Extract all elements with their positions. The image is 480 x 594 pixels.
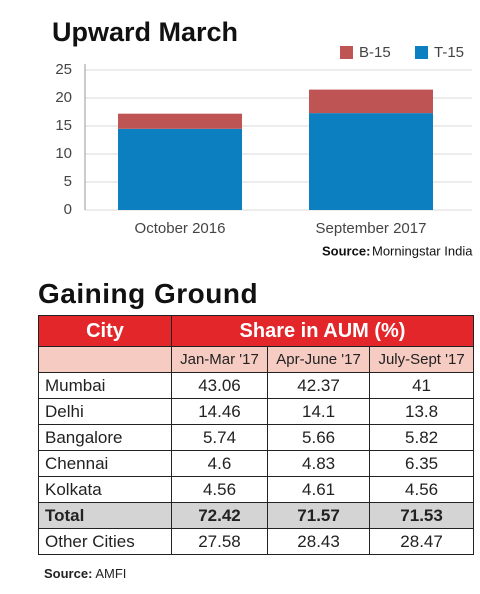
y-tick-label: 10 xyxy=(55,145,72,162)
table-cell: Total xyxy=(38,502,172,529)
subheader-cell xyxy=(38,346,172,373)
x-tick-label: September 2017 xyxy=(316,220,427,237)
table-cell: 43.06 xyxy=(171,372,268,399)
bar-segment xyxy=(309,89,433,114)
table-cell: 14.46 xyxy=(171,398,268,425)
subheader-cell: Apr-June '17 xyxy=(266,346,371,373)
table-row: Bangalore 5.74 5.66 5.82 xyxy=(38,424,474,451)
table-cell: 14.1 xyxy=(266,398,371,425)
header-cell: Share in AUM (%) xyxy=(171,315,474,347)
table-cell: 13.8 xyxy=(369,398,474,425)
table-cell: 6.35 xyxy=(369,450,474,477)
bar-segment xyxy=(309,113,433,210)
table-cell: Chennai xyxy=(38,450,172,477)
table-row: Delhi 14.46 14.1 13.8 xyxy=(38,398,474,425)
table-cell: Kolkata xyxy=(38,476,172,503)
legend-swatch xyxy=(415,46,428,59)
y-tick-label: 0 xyxy=(64,201,72,218)
table-cell: 72.42 xyxy=(171,502,268,529)
table-cell: 4.56 xyxy=(369,476,474,503)
table-row: Chennai 4.6 4.83 6.35 xyxy=(38,450,474,477)
y-tick-label: 20 xyxy=(55,89,72,106)
source-text: AMFI xyxy=(95,566,127,581)
x-tick-label: October 2016 xyxy=(135,220,226,237)
table-cell: 27.58 xyxy=(171,528,268,555)
table-cell: 71.53 xyxy=(369,502,474,529)
table-row: Total 72.42 71.57 71.53 xyxy=(38,502,474,529)
chart-title: Upward March xyxy=(52,17,238,47)
table-cell: 28.47 xyxy=(369,528,474,555)
table-cell: 28.43 xyxy=(266,528,371,555)
chart: Upward March Source: Morningstar India 0… xyxy=(52,17,473,258)
table-cell: 4.61 xyxy=(266,476,371,503)
table-title: Gaining Ground xyxy=(38,278,259,309)
table-row: Kolkata 4.56 4.61 4.56 xyxy=(38,476,474,503)
table-cell: 4.6 xyxy=(171,450,268,477)
table-cell: 5.66 xyxy=(266,424,371,451)
y-tick-label: 15 xyxy=(55,117,72,134)
table-cell: Other Cities xyxy=(38,528,172,555)
table-cell: 4.83 xyxy=(266,450,371,477)
table-cell: 5.82 xyxy=(369,424,474,451)
header-cell: City xyxy=(38,315,172,347)
table-cell: 41 xyxy=(369,372,474,399)
bar-segment xyxy=(118,128,242,210)
header-row: City Share in AUM (%) xyxy=(38,315,474,347)
subheader-cell: Jan-Mar '17 xyxy=(171,346,268,373)
table-source: Source: AMFI xyxy=(44,566,126,581)
table-row: Mumbai 43.06 42.37 41 xyxy=(38,372,474,399)
table-cell: 4.56 xyxy=(171,476,268,503)
legend-label: B-15 xyxy=(359,44,391,61)
table-cell: Mumbai xyxy=(38,372,172,399)
table-cell: 42.37 xyxy=(266,372,371,399)
legend-swatch xyxy=(340,46,353,59)
source-text: Morningstar India xyxy=(372,243,473,258)
source-label: Source: xyxy=(322,243,370,258)
source-label: Source: xyxy=(44,566,93,581)
y-tick-label: 5 xyxy=(64,173,72,190)
bar-segment xyxy=(118,113,242,129)
table: City Share in AUM (%) Jan-Mar '17 Apr-June … xyxy=(38,315,474,555)
table-cell: 71.57 xyxy=(266,502,371,529)
table-cell: 5.74 xyxy=(171,424,268,451)
legend-label: T-15 xyxy=(434,44,464,61)
table-row: Other Cities 27.58 28.43 28.47 xyxy=(38,528,474,555)
y-tick-label: 25 xyxy=(55,61,72,78)
subheader-cell: July-Sept '17 xyxy=(369,346,474,373)
subheader-row: Jan-Mar '17 Apr-June '17 July-Sept '17 xyxy=(38,346,474,373)
table-cell: Delhi xyxy=(38,398,172,425)
table-cell: Bangalore xyxy=(38,424,172,451)
